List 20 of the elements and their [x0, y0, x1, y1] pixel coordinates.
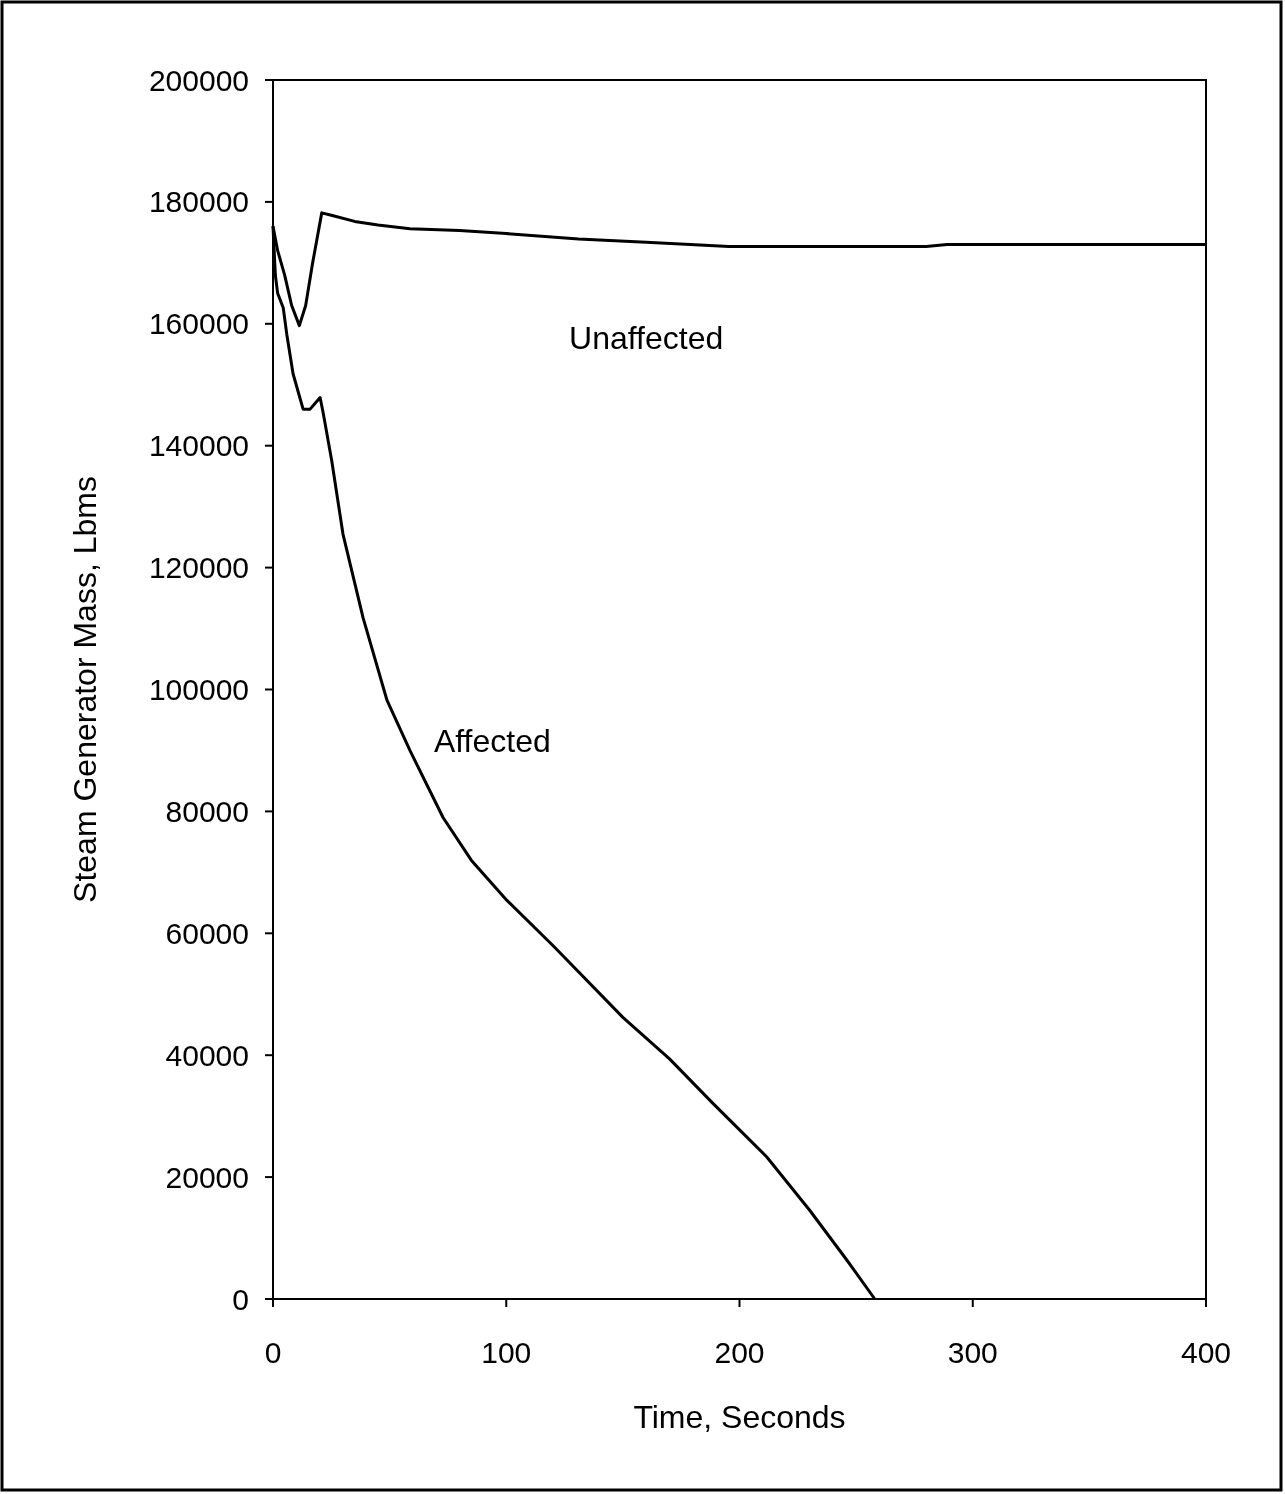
- x-tick-label: 300: [947, 1336, 998, 1369]
- x-tick-label: 200: [714, 1336, 765, 1369]
- y-tick-label: 60000: [165, 916, 249, 950]
- y-tick-label: 100000: [148, 673, 249, 706]
- x-axis-title: Time, Seconds: [633, 1399, 846, 1435]
- y-tick-label: 80000: [165, 794, 249, 828]
- text: Unaffected: [569, 320, 724, 357]
- y-tick-label: 120000: [148, 551, 249, 585]
- y-tick-label: 140000: [148, 429, 249, 463]
- x-tick-label: 400: [1180, 1336, 1232, 1369]
- x-tick-label: 100: [481, 1336, 532, 1369]
- y-axis-title: Steam Generator Mass, Lbms: [67, 476, 103, 903]
- y-tick-label: 20000: [165, 1160, 249, 1194]
- y-tick-label: 180000: [148, 185, 249, 219]
- y-tick-label: 40000: [165, 1038, 249, 1072]
- series-label: Affected: [433, 722, 551, 759]
- y-tick-label: 200000: [148, 63, 249, 97]
- y-tick-label: 0: [232, 1282, 249, 1316]
- x-tick-label: 0: [264, 1336, 282, 1369]
- y-tick-label: 160000: [148, 307, 249, 341]
